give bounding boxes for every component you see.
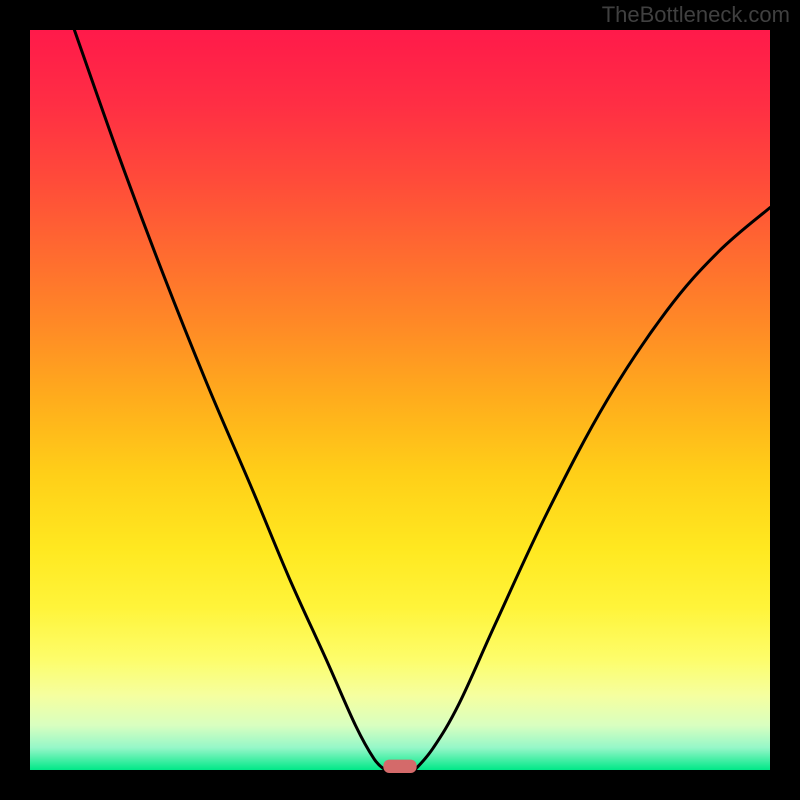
plot-background	[30, 30, 770, 770]
bottleneck-chart	[0, 0, 800, 800]
chart-container: TheBottleneck.com	[0, 0, 800, 800]
watermark-text: TheBottleneck.com	[602, 2, 790, 28]
minimum-marker	[383, 760, 416, 773]
